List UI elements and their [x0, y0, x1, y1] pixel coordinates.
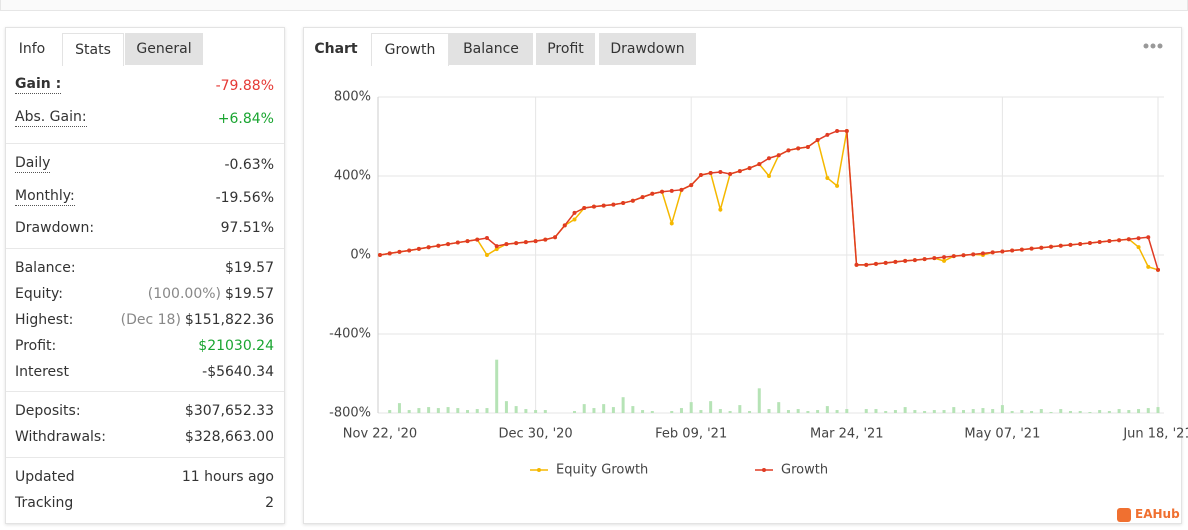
tab[interactable]: Drawdown: [599, 33, 696, 65]
stat-row: Balance: $19.57: [15, 258, 274, 278]
stat-value: $21030.24: [198, 336, 274, 356]
stat-value: $307,652.33: [185, 401, 274, 421]
stat-number: $328,663.00: [184, 429, 274, 445]
stat-number: $307,652.33: [184, 403, 274, 419]
stat-row: Withdrawals: $328,663.00: [15, 427, 274, 447]
stat-value: -79.88%: [216, 76, 274, 96]
top-strip: [0, 0, 1188, 11]
stat-value: $328,663.00: [185, 427, 274, 447]
stat-number: -79.88%: [215, 78, 274, 94]
stat-label: Withdrawals:: [15, 429, 106, 445]
stat-number: $19.57: [225, 260, 274, 276]
stat-number: -0.63%: [224, 157, 274, 173]
watermark: EAHub: [1117, 507, 1180, 522]
stat-number: 2: [265, 495, 274, 511]
stat-row: Monthly: -19.56%: [15, 188, 274, 208]
stat-value: -$5640.34: [202, 362, 274, 382]
stat-label: Interest: [15, 364, 69, 380]
stat-value: $19.57: [225, 258, 274, 278]
stat-number: -19.56%: [215, 190, 274, 206]
stat-number: $151,822.36: [184, 312, 274, 328]
stat-label: Monthly:: [15, 188, 75, 206]
stat-label: Gain :: [15, 76, 62, 94]
stat-value: 2: [265, 493, 274, 513]
stat-label: Drawdown:: [15, 220, 95, 236]
stat-value: (Dec 18) $151,822.36: [121, 310, 274, 330]
tab-label: Chart: [314, 41, 358, 57]
stat-value: -19.56%: [216, 188, 274, 208]
tab[interactable]: Stats: [62, 33, 124, 66]
divider: [6, 457, 284, 458]
stat-value: 11 hours ago: [182, 467, 274, 487]
chart-tabs: Chart Growth Balance Profit Drawdown: [304, 33, 1181, 66]
stat-number: 97.51%: [220, 220, 274, 236]
tab[interactable]: Profit: [536, 33, 595, 65]
stats-tabs: Info Stats General: [6, 33, 284, 66]
stat-row: Gain : -79.88%: [15, 76, 274, 96]
stat-row: Daily -0.63%: [15, 155, 274, 175]
stat-number: +6.84%: [217, 111, 274, 127]
stat-value: +6.84%: [218, 109, 274, 129]
chart-panel: Chart Growth Balance Profit Drawdown: [303, 27, 1182, 524]
stat-note: (Dec 18): [120, 312, 181, 328]
stat-row: Profit: $21030.24: [15, 336, 274, 356]
tab[interactable]: Info: [18, 41, 46, 57]
tab[interactable]: Growth: [371, 33, 449, 66]
divider: [6, 143, 284, 144]
stat-note: (100.00%): [147, 286, 221, 302]
stat-row: Drawdown: 97.51%: [15, 218, 274, 238]
tab[interactable]: General: [125, 33, 203, 65]
stat-number: $19.57: [225, 286, 274, 302]
stat-label: Highest:: [15, 312, 74, 328]
tab[interactable]: Balance: [449, 33, 533, 65]
stat-label: Profit:: [15, 338, 57, 354]
stat-label: Tracking: [15, 495, 74, 511]
stat-row: Interest -$5640.34: [15, 362, 274, 382]
stat-value: (100.00%) $19.57: [148, 284, 274, 304]
stat-label: Abs. Gain:: [15, 109, 87, 127]
stat-label: Balance:: [15, 260, 76, 276]
stat-row: Equity: (100.00%) $19.57: [15, 284, 274, 304]
stat-label: Deposits:: [15, 403, 81, 419]
stat-row: Tracking 2: [15, 493, 274, 513]
stat-value: -0.63%: [224, 155, 274, 175]
stat-label: Updated: [15, 469, 75, 485]
divider: [6, 248, 284, 249]
stat-row: Abs. Gain: +6.84%: [15, 109, 274, 129]
menu-icon[interactable]: [1142, 42, 1164, 50]
stat-number: -$5640.34: [202, 364, 274, 380]
stat-row: Deposits: $307,652.33: [15, 401, 274, 421]
stat-number: $21030.24: [198, 338, 274, 354]
watermark-text: EAHub: [1135, 507, 1180, 521]
stat-number: 11 hours ago: [181, 469, 274, 485]
stats-panel: Info Stats General Gain : -79.88% Abs. Gain:…: [5, 27, 285, 524]
stat-row: Highest: (Dec 18) $151,822.36: [15, 310, 274, 330]
stat-value: 97.51%: [221, 218, 274, 238]
stat-label: Equity:: [15, 286, 63, 302]
divider: [6, 391, 284, 392]
stat-label: Daily: [15, 155, 51, 173]
stat-row: Updated 11 hours ago: [15, 467, 274, 487]
